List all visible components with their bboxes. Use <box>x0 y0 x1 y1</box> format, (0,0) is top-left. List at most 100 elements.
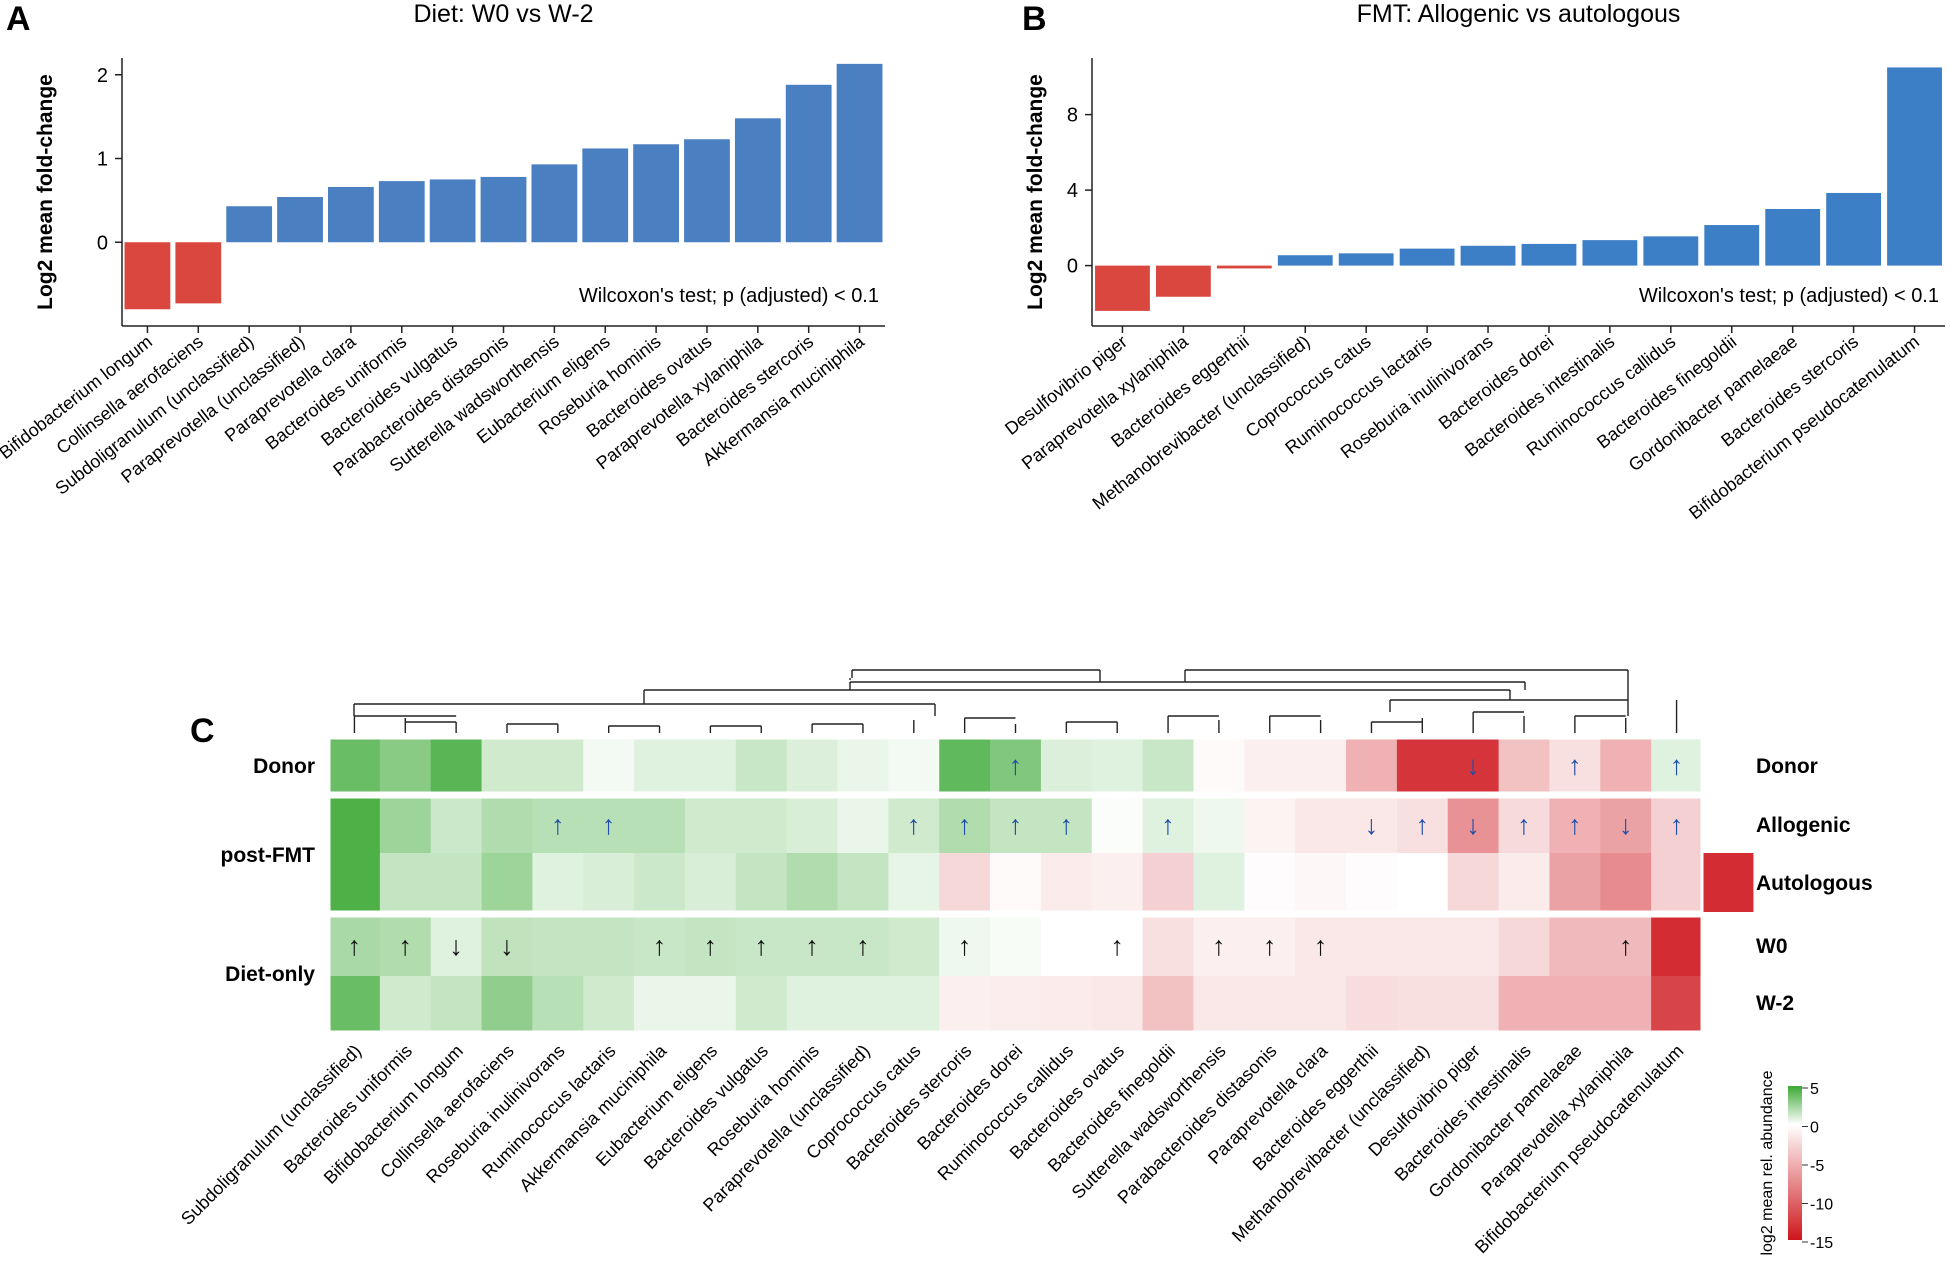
heatmap-cell <box>634 797 686 853</box>
heatmap-cell <box>1244 738 1296 793</box>
group-separator <box>327 795 1704 914</box>
legend-tick-label: -10 <box>1810 1197 1833 1214</box>
significance-arrow: ↑ <box>1517 810 1531 840</box>
significance-arrow: ↑ <box>805 931 819 961</box>
heatmap-cell <box>634 738 686 793</box>
heatmap-cell <box>583 797 635 853</box>
heatmap-cell <box>1040 797 1093 853</box>
heatmap-cell <box>1651 976 1703 1032</box>
heatmap-cell <box>1346 853 1398 912</box>
panel-c: C ↑ ↓ ↑ ↑ ↑ ↑ ↑ ↑ ↑ ↑ ↑ ↓ ↑ ↓ ↑ ↑ ↓ ↑ ↑ ↑ ↓ ↓ ↑ ↑ ↑ ↑ ↑ ↑ ↑ ↑ ↑ ↑ ↑ Donor p… <box>177 669 1873 1257</box>
heatmap-cell <box>329 916 381 976</box>
significance-arrow: ↑ <box>1161 810 1175 840</box>
bar <box>1765 208 1821 266</box>
heatmap-cell <box>379 797 432 853</box>
group-label: Diet-only <box>225 963 315 986</box>
heatmap-cell <box>735 738 788 793</box>
heatmap-cell <box>430 738 483 793</box>
group-label: post-FMT <box>221 844 316 867</box>
legend-colorbar <box>1788 1086 1802 1240</box>
significance-arrow: ↑ <box>653 931 667 961</box>
heatmap-cell <box>1244 797 1296 853</box>
chart-title: Diet: W0 vs W-2 <box>413 0 593 28</box>
significance-arrow: ↑ <box>348 931 362 961</box>
heatmap-cell <box>329 797 381 853</box>
heatmap-cell <box>1091 976 1144 1032</box>
heatmap-cell <box>1549 797 1601 853</box>
bar <box>633 144 679 243</box>
bar <box>480 176 527 243</box>
heatmap-cell <box>1600 976 1652 1032</box>
heatmap-cell <box>1447 738 1500 793</box>
significance-arrow: ↓ <box>1619 810 1633 840</box>
bar <box>328 186 374 243</box>
bar <box>1826 192 1882 266</box>
heatmap-cell <box>1142 976 1195 1032</box>
panel-label: A <box>6 0 31 38</box>
heatmap-cell <box>888 853 940 912</box>
heatmap-cell <box>888 797 940 853</box>
heatmap-cell <box>1091 916 1144 976</box>
heatmap-cell <box>1346 797 1398 853</box>
heatmap-cell <box>786 976 839 1032</box>
x-tick-label: Methanobrevibacter (unclassified) <box>1089 331 1314 513</box>
legend-tick-label: -15 <box>1810 1235 1833 1252</box>
bar <box>1338 253 1394 266</box>
legend-tick-label: -5 <box>1810 1158 1824 1175</box>
heatmap-cell <box>1651 916 1703 976</box>
heatmap-cell <box>684 738 737 793</box>
heatmap-cell <box>634 853 686 912</box>
heatmap-cell <box>786 797 839 853</box>
heatmap-cell <box>1040 976 1093 1032</box>
heatmap-cell <box>1498 976 1551 1032</box>
heatmap-cell <box>684 916 737 976</box>
y-tick-label: 4 <box>1067 180 1078 202</box>
heatmap-cell <box>1396 797 1449 853</box>
heatmap-cell <box>837 797 889 853</box>
y-tick-label: 0 <box>1067 256 1078 278</box>
significance-arrow: ↑ <box>1060 810 1074 840</box>
heatmap-cell <box>430 797 483 853</box>
heatmap-cell <box>1498 916 1551 976</box>
heatmap-cell <box>1346 976 1398 1032</box>
bar <box>378 181 425 243</box>
legend-tick-label: 0 <box>1810 1120 1819 1137</box>
significance-arrow: ↑ <box>1670 751 1684 781</box>
heatmap-cell <box>379 916 432 976</box>
significance-arrow: ↑ <box>856 931 870 961</box>
heatmap-cell <box>1142 738 1195 793</box>
heatmap-cell <box>481 797 534 853</box>
significance-arrow: ↓ <box>1466 810 1480 840</box>
bar <box>175 242 222 304</box>
heatmap-cell <box>786 853 839 912</box>
significance-arrow: ↑ <box>1212 931 1226 961</box>
significance-arrow: ↑ <box>1568 810 1582 840</box>
heatmap-cell <box>1600 853 1652 912</box>
heatmap-cell <box>1651 853 1703 912</box>
heatmap-cell <box>735 853 788 912</box>
heatmap-cell <box>990 797 1042 853</box>
heatmap-cell <box>888 976 940 1032</box>
heatmap-cell <box>1040 916 1093 976</box>
y-tick-label: 0 <box>97 232 108 254</box>
heatmap-cell <box>634 976 686 1032</box>
heatmap-cell <box>1142 853 1195 912</box>
significance-arrow: ↑ <box>1009 810 1023 840</box>
heatmap-cell <box>1091 797 1144 853</box>
bar <box>1643 236 1699 266</box>
heatmap-cell <box>684 797 737 853</box>
bar <box>277 197 323 243</box>
heatmap-cell <box>481 738 534 793</box>
heatmap-cell <box>634 916 686 976</box>
heatmap-cell <box>532 853 584 912</box>
bar <box>734 118 781 243</box>
heatmap-cell <box>583 853 635 912</box>
significance-arrow: ↑ <box>1263 931 1277 961</box>
heatmap-cell <box>1091 738 1144 793</box>
row-label: Autologous <box>1756 872 1873 895</box>
bar <box>582 148 629 243</box>
heatmap-cell <box>1600 797 1652 853</box>
row-label: Donor <box>1756 755 1818 778</box>
heatmap-cell <box>1193 853 1245 912</box>
significance-arrow: ↓ <box>1365 810 1379 840</box>
